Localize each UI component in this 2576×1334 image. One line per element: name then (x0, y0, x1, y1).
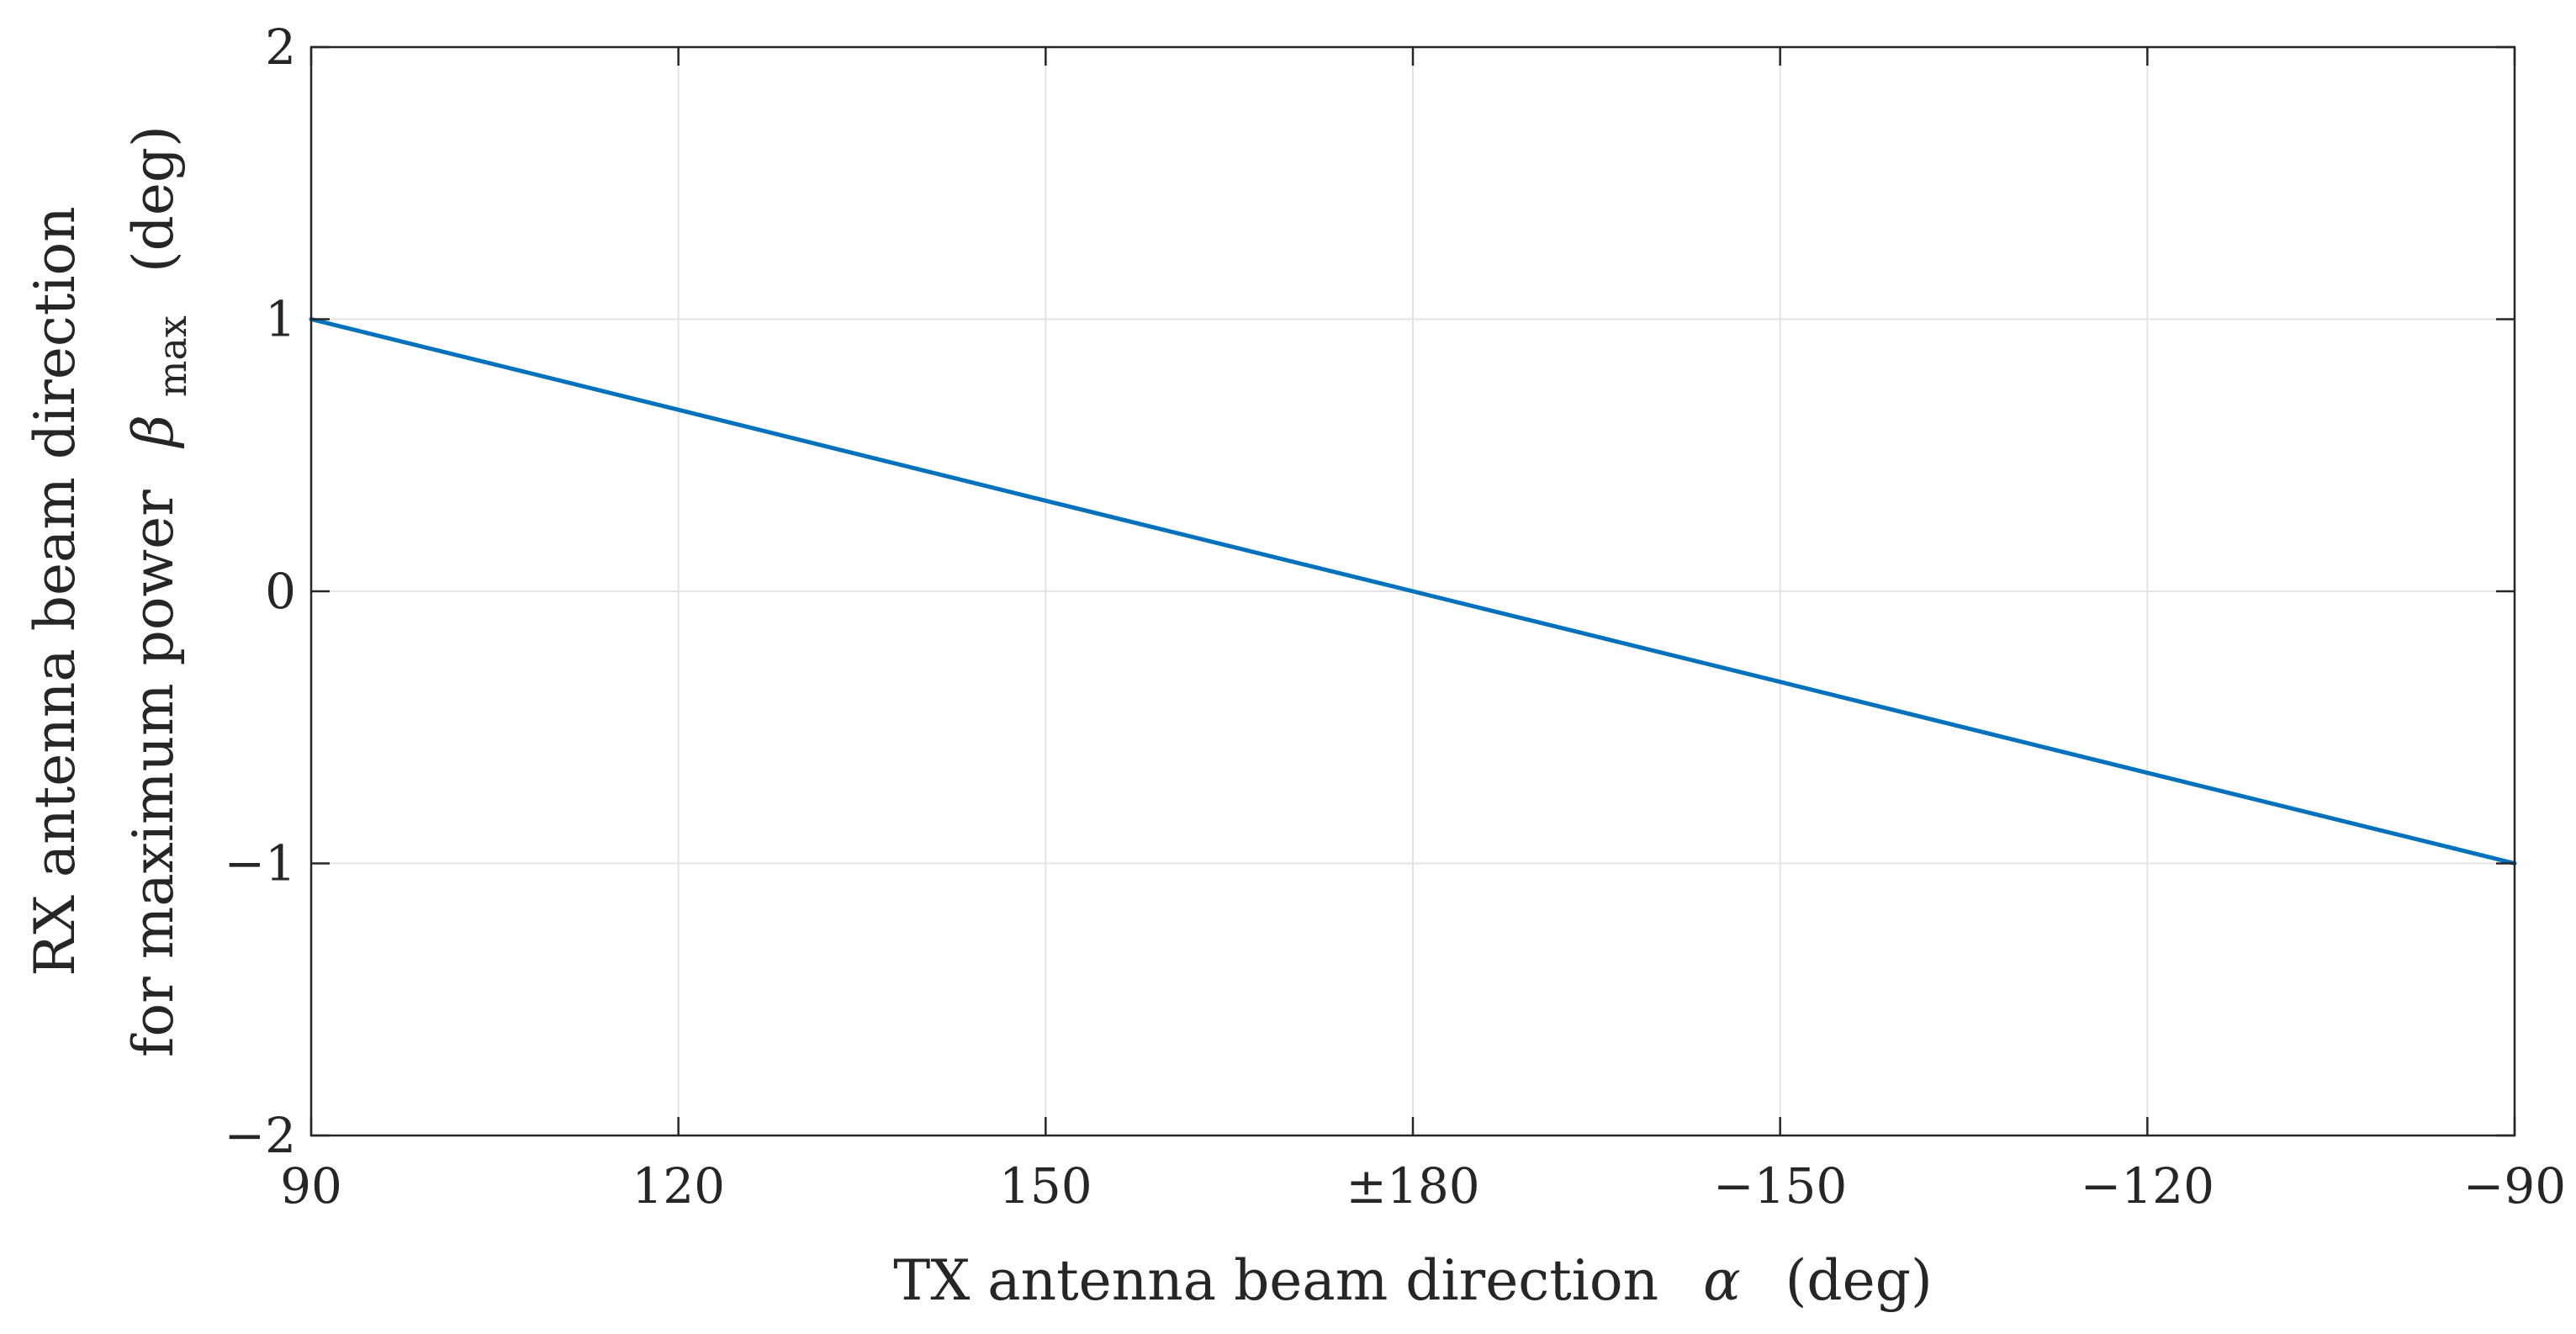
x-tick-label: 150 (999, 1157, 1092, 1215)
x-tick-label: ±180 (1346, 1157, 1479, 1215)
y-axis-label-suffix: (deg) (121, 125, 186, 273)
x-tick-label: −150 (1713, 1157, 1847, 1215)
y-tick-label: 0 (265, 563, 296, 620)
x-tick-label: 90 (280, 1157, 342, 1215)
x-axis-label-prefix: TX antenna beam direction (893, 1248, 1658, 1313)
y-tick-label: 1 (265, 291, 296, 348)
y-axis-label-line2: for maximum power β max (deg) (121, 125, 199, 1057)
series-line-beta_max (309, 317, 2517, 866)
x-tick-label: −120 (2081, 1157, 2214, 1215)
y-axis-label-line1: RX antenna beam direction (23, 206, 87, 976)
y-axis-symbol-subscript: max (150, 315, 195, 397)
x-tick-label: −90 (2463, 1157, 2566, 1215)
ticks (309, 45, 2516, 1137)
x-axis-symbol: α (1703, 1248, 1741, 1313)
y-axis-symbol: β (121, 415, 186, 449)
y-tick-label: −2 (225, 1107, 297, 1164)
x-axis-label: TX antenna beam direction α (deg) (893, 1248, 1932, 1313)
y-axis-label: RX antenna beam direction for maximum po… (23, 125, 199, 1057)
x-axis-label-suffix: (deg) (1785, 1248, 1933, 1313)
x-tick-label: 120 (632, 1157, 725, 1215)
tick-labels: 90 120 150 ±180 −150 −120 −90 2 1 0 −1 −2 (225, 19, 2567, 1215)
series-layer (309, 317, 2517, 866)
y-tick-label: −1 (225, 835, 297, 892)
y-tick-label: 2 (265, 19, 296, 76)
y-axis-label-line2-prefix: for maximum power (121, 490, 186, 1057)
